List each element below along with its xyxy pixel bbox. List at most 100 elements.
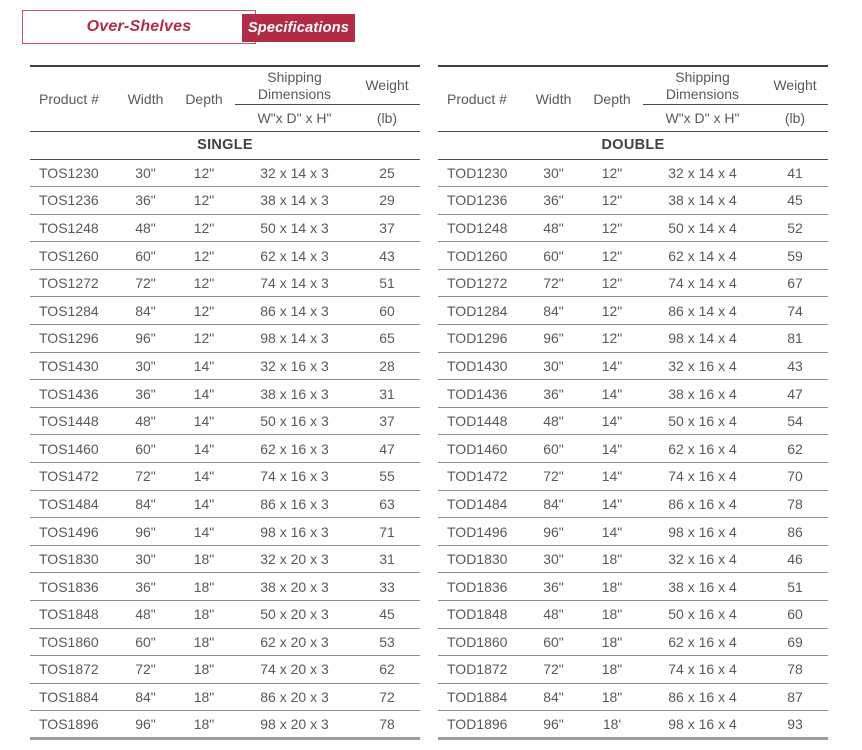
product-cell: TOS1872 bbox=[30, 655, 118, 684]
weight-cell: 54 bbox=[762, 407, 828, 436]
table-row: TOS1296 96" 12" 98 x 14 x 3 65 bbox=[30, 324, 420, 353]
shipping-cell: 38 x 16 x 3 bbox=[235, 379, 354, 408]
weight-cell: 59 bbox=[762, 241, 828, 270]
table-row: TOS1284 84" 12" 86 x 14 x 3 60 bbox=[30, 296, 420, 326]
shipping-cell: 86 x 14 x 4 bbox=[643, 296, 762, 326]
product-cell: TOD1436 bbox=[438, 379, 526, 408]
category-label: Over-Shelves bbox=[86, 18, 192, 35]
product-cell: TOS1284 bbox=[30, 296, 118, 326]
weight-cell: 55 bbox=[354, 462, 420, 491]
weight-cell: 31 bbox=[354, 545, 420, 574]
product-cell: TOS1460 bbox=[30, 434, 118, 464]
depth-cell: 14" bbox=[173, 352, 235, 381]
shipping-subheader: W"x D" x H" bbox=[665, 109, 740, 126]
shipping-cell: 98 x 14 x 3 bbox=[235, 324, 354, 353]
depth-cell: 12" bbox=[173, 324, 235, 353]
product-cell: TOD1296 bbox=[438, 324, 526, 353]
width-cell: 96" bbox=[118, 324, 173, 353]
product-cell: TOD1496 bbox=[438, 517, 526, 546]
table-row: TOD1848 48" 18" 50 x 16 x 4 60 bbox=[438, 600, 828, 629]
shipping-subheader: W"x D" x H" bbox=[257, 109, 332, 126]
depth-cell: 14" bbox=[173, 517, 235, 546]
table-row: TOD1430 30" 14" 32 x 16 x 4 43 bbox=[438, 352, 828, 381]
shipping-cell: 86 x 16 x 4 bbox=[643, 490, 762, 519]
shipping-cell: 50 x 14 x 4 bbox=[643, 214, 762, 243]
table-row: TOD1272 72" 12" 74 x 14 x 4 67 bbox=[438, 269, 828, 298]
weight-cell: 60 bbox=[762, 600, 828, 629]
product-cell: TOS1272 bbox=[30, 269, 118, 298]
depth-cell: 14" bbox=[581, 407, 643, 436]
shipping-cell: 98 x 14 x 4 bbox=[643, 324, 762, 353]
width-cell: 72" bbox=[526, 462, 581, 491]
weight-cell: 72 bbox=[354, 683, 420, 712]
weight-cell: 87 bbox=[762, 683, 828, 712]
product-cell: TOS1448 bbox=[30, 407, 118, 436]
shipping-cell: 32 x 16 x 3 bbox=[235, 352, 354, 381]
weight-subheader: (lb) bbox=[376, 109, 398, 126]
depth-cell: 14" bbox=[173, 379, 235, 408]
depth-cell: 18' bbox=[602, 716, 622, 733]
width-cell: 84" bbox=[118, 296, 173, 326]
width-cell: 96" bbox=[543, 716, 564, 733]
specifications-label: Specifications bbox=[247, 20, 350, 36]
width-cell: 72" bbox=[118, 462, 173, 491]
table-row: TOD1496 96" 14" 98 x 16 x 4 86 bbox=[438, 517, 828, 546]
width-cell: 48" bbox=[526, 407, 581, 436]
product-cell: TOS1836 bbox=[30, 572, 118, 601]
product-cell: TOS1830 bbox=[30, 545, 118, 574]
depth-cell: 14" bbox=[581, 352, 643, 381]
specifications-tab[interactable]: Specifications bbox=[242, 14, 355, 42]
table-row: TOD1296 96" 12" 98 x 14 x 4 81 bbox=[438, 324, 828, 353]
shipping-cell: 98 x 20 x 3 bbox=[260, 716, 329, 733]
table-row: TOS1484 84" 14" 86 x 16 x 3 63 bbox=[30, 490, 420, 519]
shipping-cell: 38 x 16 x 4 bbox=[643, 379, 762, 408]
width-cell: 84" bbox=[526, 296, 581, 326]
depth-cell: 12" bbox=[173, 159, 235, 188]
table-row: TOD1884 84" 18" 86 x 16 x 4 87 bbox=[438, 683, 828, 712]
section-header-single: SINGLE bbox=[30, 130, 420, 160]
table-row: TOS1830 30" 18" 32 x 20 x 3 31 bbox=[30, 545, 420, 574]
width-cell: 60" bbox=[526, 434, 581, 464]
depth-cell: 14" bbox=[173, 462, 235, 491]
shipping-cell: 74 x 14 x 3 bbox=[235, 269, 354, 298]
shipping-cell: 50 x 14 x 3 bbox=[235, 214, 354, 243]
width-cell: 30" bbox=[118, 352, 173, 381]
weight-cell: 37 bbox=[354, 214, 420, 243]
weight-cell: 41 bbox=[762, 159, 828, 188]
depth-cell: 18" bbox=[173, 545, 235, 574]
depth-cell: 12" bbox=[173, 296, 235, 326]
weight-cell: 28 bbox=[354, 352, 420, 381]
table-row: TOD1896 96" 18' 98 x 16 x 4 93 bbox=[438, 711, 828, 739]
depth-cell: 14" bbox=[173, 407, 235, 436]
product-cell: TOS1496 bbox=[30, 517, 118, 546]
product-cell: TOS1472 bbox=[30, 462, 118, 491]
table-row: TOS1848 48" 18" 50 x 20 x 3 45 bbox=[30, 600, 420, 629]
weight-cell: 69 bbox=[762, 628, 828, 657]
shipping-cell: 38 x 16 x 4 bbox=[643, 572, 762, 601]
column-header-depth: Depth bbox=[185, 90, 223, 107]
table-row: TOS1236 36" 12" 38 x 14 x 3 29 bbox=[30, 186, 420, 215]
shipping-cell: 38 x 14 x 4 bbox=[643, 186, 762, 215]
width-cell: 72" bbox=[526, 655, 581, 684]
shipping-cell: 32 x 14 x 3 bbox=[235, 159, 354, 188]
product-cell: TOS1296 bbox=[30, 324, 118, 353]
depth-cell: 14" bbox=[581, 517, 643, 546]
product-cell: TOS1430 bbox=[30, 352, 118, 381]
width-cell: 84" bbox=[526, 490, 581, 519]
product-cell: TOD1284 bbox=[438, 296, 526, 326]
shipping-cell: 62 x 20 x 3 bbox=[235, 628, 354, 657]
product-cell: TOD1260 bbox=[438, 241, 526, 270]
product-cell: TOD1848 bbox=[438, 600, 526, 629]
weight-cell: 25 bbox=[354, 159, 420, 188]
width-cell: 84" bbox=[118, 683, 173, 712]
weight-cell: 70 bbox=[762, 462, 828, 491]
shipping-cell: 50 x 16 x 4 bbox=[643, 407, 762, 436]
shipping-header-line2: Dimensions bbox=[665, 86, 740, 103]
depth-cell: 18" bbox=[173, 655, 235, 684]
depth-cell: 18" bbox=[581, 600, 643, 629]
weight-cell: 65 bbox=[354, 324, 420, 353]
depth-cell: 12" bbox=[173, 269, 235, 298]
over-shelves-tab[interactable]: Over-Shelves bbox=[22, 10, 256, 44]
table-row: TOD1872 72" 18" 74 x 16 x 4 78 bbox=[438, 655, 828, 684]
